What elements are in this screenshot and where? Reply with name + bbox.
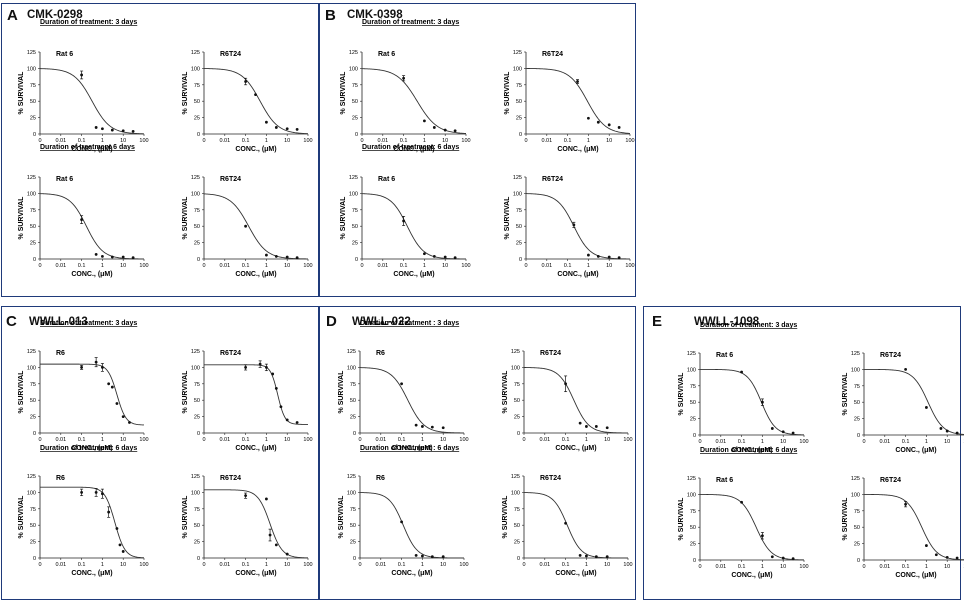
panel-letter: E	[652, 313, 663, 330]
compound-name: WWLL-013	[29, 316, 88, 328]
panel-letter: B	[325, 7, 336, 24]
compound-name: CMK-0298	[27, 9, 83, 21]
panel-letter: D	[326, 313, 337, 330]
panel-d	[319, 306, 636, 600]
panel-c	[1, 306, 319, 600]
panel-a	[1, 3, 319, 297]
panel-e	[643, 306, 961, 600]
panel-b	[319, 3, 636, 297]
panel-letter: C	[6, 313, 17, 330]
compound-name: WWLL-1098	[694, 316, 760, 328]
panel-letter: A	[7, 7, 18, 24]
compound-name: WWLL-022	[352, 316, 411, 328]
compound-name: CMK-0398	[347, 9, 403, 21]
